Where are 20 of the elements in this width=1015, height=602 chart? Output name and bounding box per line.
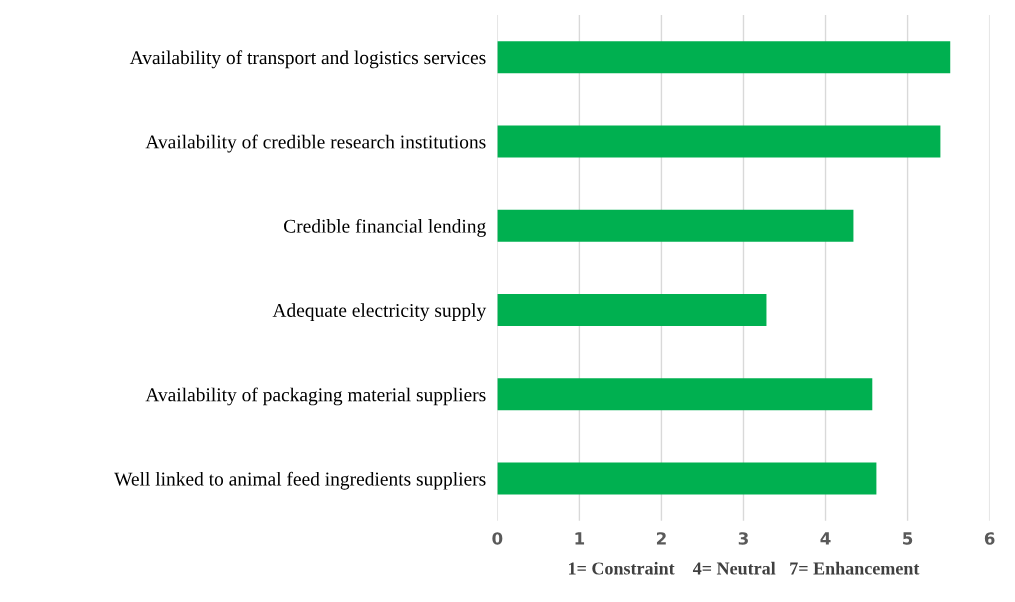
x-tick-label: 2	[656, 532, 666, 545]
x-tick-label: 3	[738, 532, 748, 545]
bar	[497, 209, 854, 242]
y-tick-label: Availability of packaging material suppliers	[145, 387, 486, 406]
bar	[497, 378, 873, 411]
y-tick-label: Credible financial lending	[284, 218, 486, 237]
y-tick-label: Adequate electricity supply	[272, 303, 487, 321]
x-tick-label: 1	[575, 532, 585, 545]
bar	[497, 294, 767, 327]
y-tick-label: Well linked to animal feed ingredients suppliers	[114, 471, 486, 490]
x-axis-title: 1= Constraint 4= Neutral 7= Enhancement	[569, 561, 920, 575]
bar	[497, 125, 941, 158]
y-tick-label: Availability of credible research institutions	[145, 134, 486, 153]
x-tick-label: 0	[492, 532, 503, 545]
bar	[497, 41, 951, 74]
y-tick-label: Availability of transport and logistics services	[129, 50, 486, 69]
bar	[497, 462, 877, 495]
x-tick-label: 4	[820, 532, 831, 545]
x-tick-label: 6	[984, 532, 995, 545]
x-tick-label: 5	[903, 532, 913, 545]
